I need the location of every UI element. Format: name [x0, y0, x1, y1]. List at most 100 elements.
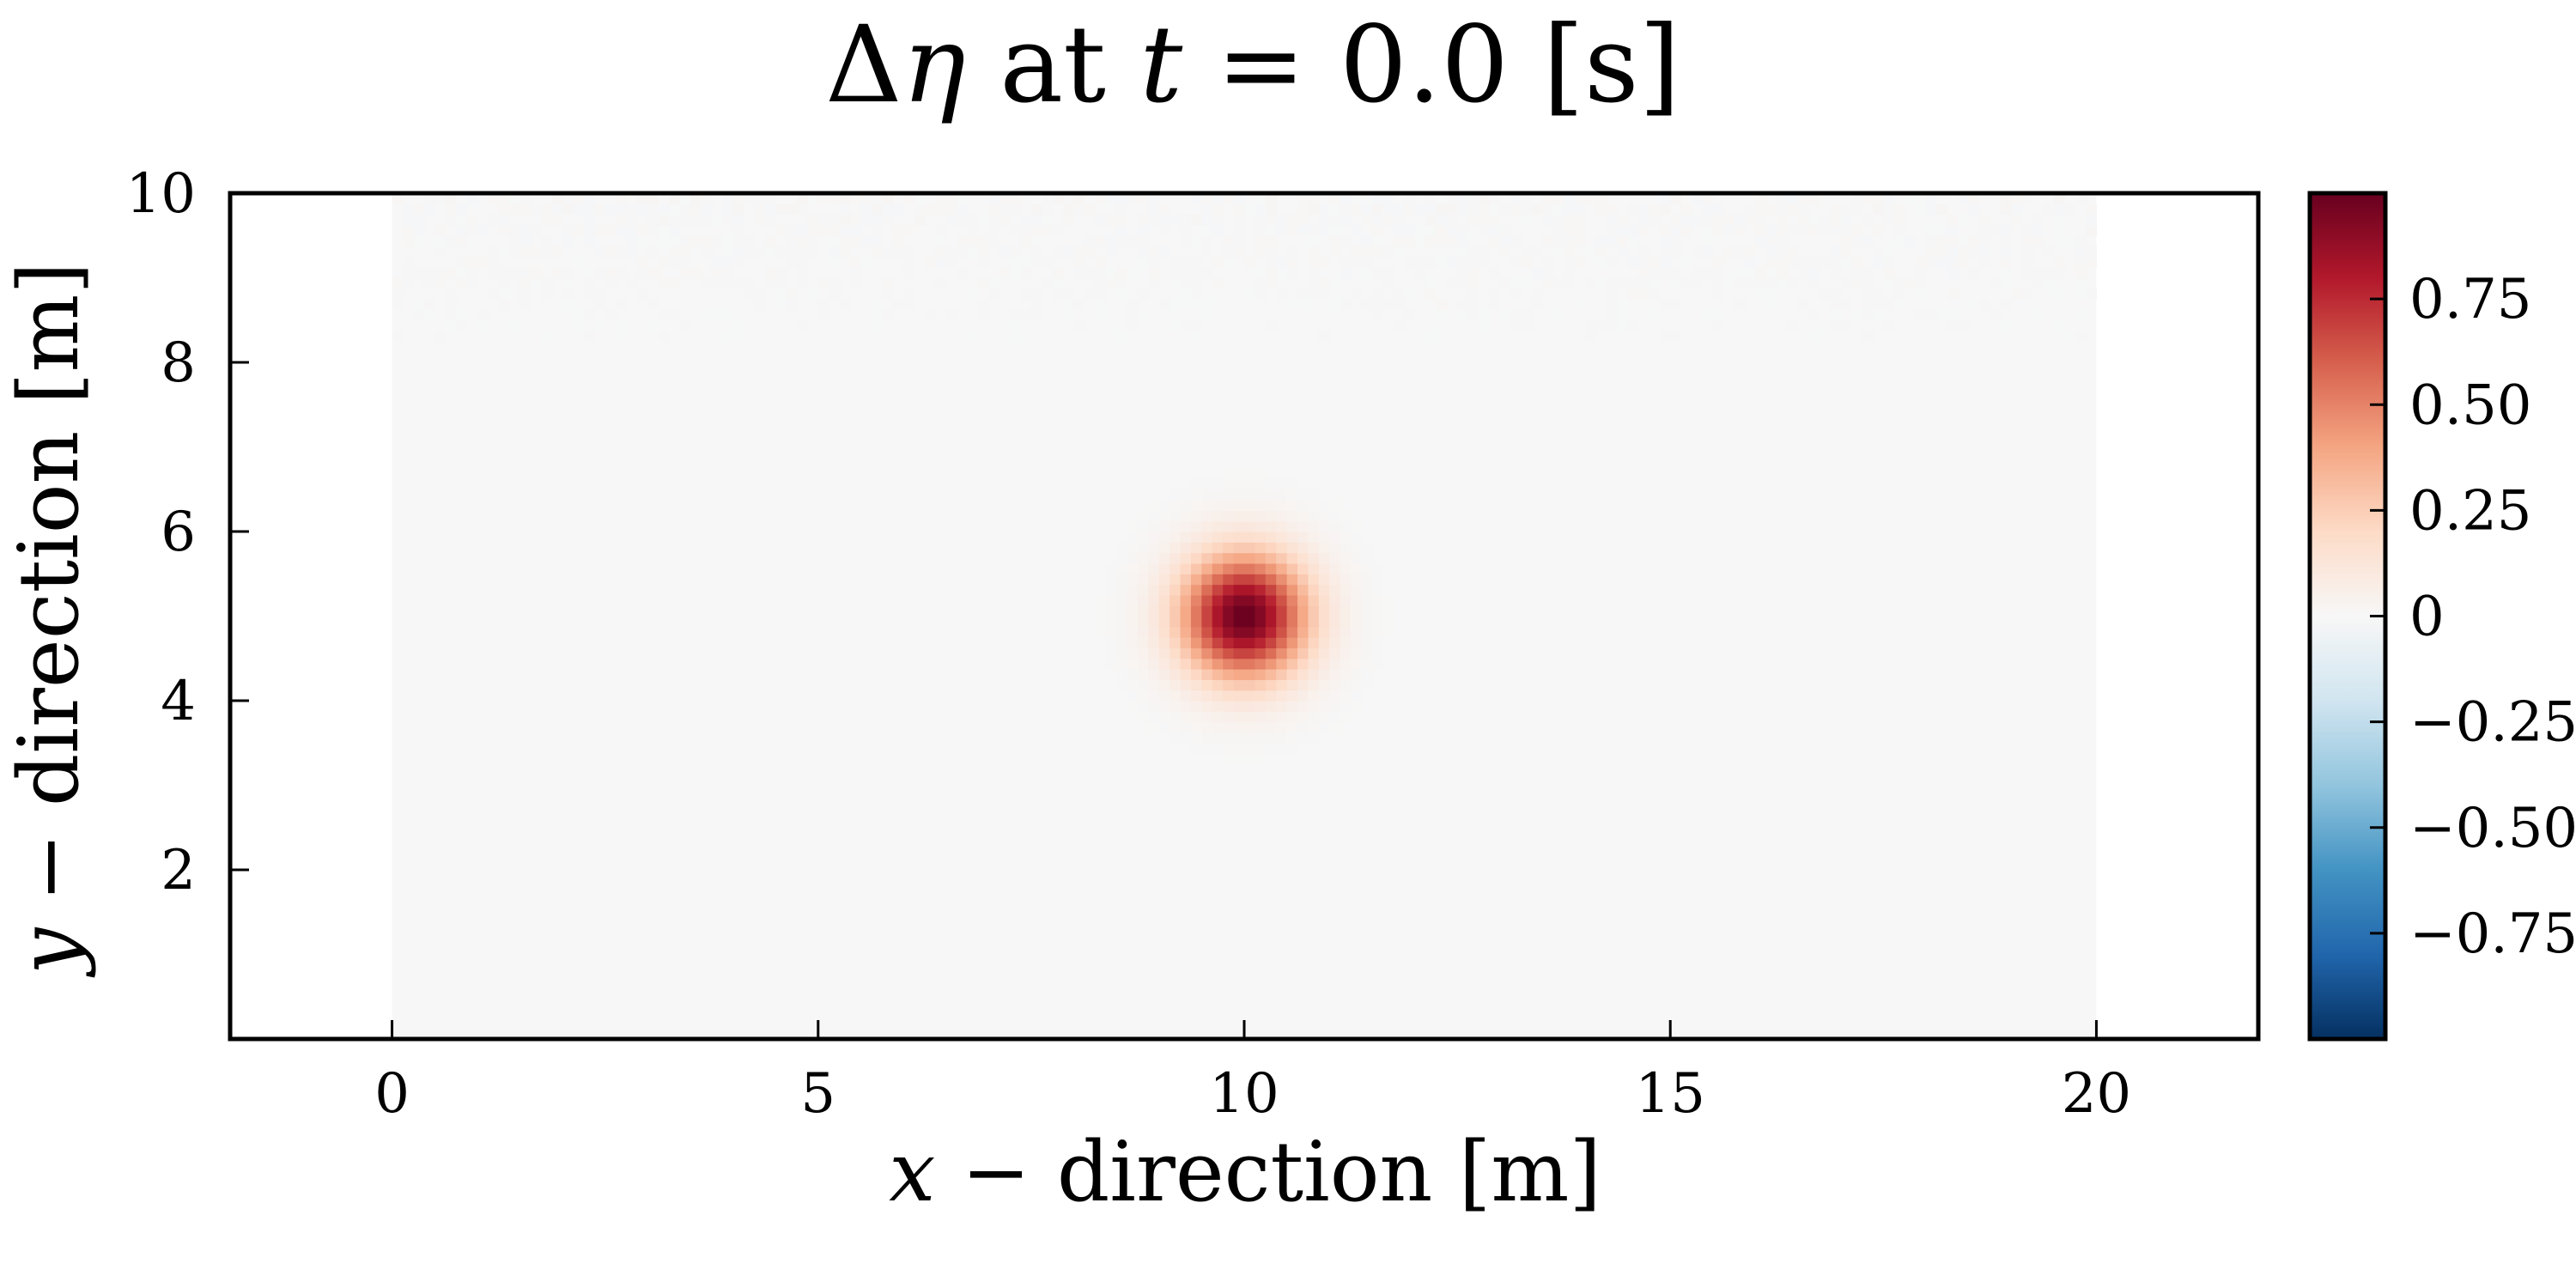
heatmap-cell [498, 299, 510, 311]
heatmap-cell [551, 246, 563, 258]
y-axis-label: y − direction [m] [1, 262, 97, 978]
heatmap-cell [977, 246, 989, 258]
heatmap-cell [1223, 562, 1235, 574]
heatmap-cell [1158, 690, 1170, 702]
heatmap-cell [732, 214, 744, 226]
heatmap-cell [1127, 669, 1139, 680]
heatmap-cell [1137, 552, 1149, 564]
heatmap-cell [1478, 256, 1490, 268]
heatmap-cell [1499, 235, 1511, 247]
heatmap-cell [2000, 267, 2012, 279]
heatmap-cell [1137, 193, 1149, 204]
heatmap-cell [892, 246, 904, 258]
heatmap-cell [1223, 711, 1235, 723]
heatmap-cell [658, 277, 670, 289]
heatmap-cell [1329, 542, 1341, 554]
heatmap-cell [573, 256, 585, 268]
heatmap-cell [1808, 214, 1820, 226]
heatmap-cell [1265, 711, 1277, 723]
heatmap-cell [690, 204, 702, 216]
heatmap-cell [1659, 299, 1671, 311]
heatmap-cell [1351, 616, 1363, 628]
heatmap-cell [541, 246, 553, 258]
heatmap-cell [1255, 637, 1267, 649]
heatmap-cell [636, 288, 648, 300]
heatmap-cell [1692, 277, 1704, 289]
heatmap-cell [690, 193, 702, 204]
heatmap-cell [1361, 299, 1373, 311]
heatmap-cell [1297, 542, 1309, 554]
heatmap-cell [711, 256, 723, 268]
heatmap-cell [1265, 542, 1277, 554]
heatmap-cell [1244, 532, 1256, 543]
heatmap-cell [1340, 605, 1352, 617]
heatmap-cell [1542, 193, 1554, 204]
heatmap-cell [1158, 246, 1170, 258]
heatmap-cell [1777, 235, 1789, 247]
heatmap-cell [1968, 193, 1980, 204]
heatmap-cell [1180, 277, 1192, 289]
heatmap-cell [488, 193, 500, 204]
heatmap-cell [605, 309, 617, 321]
heatmap-cell [1638, 288, 1650, 300]
heatmap-cell [1361, 562, 1373, 574]
heatmap-cell [1212, 605, 1224, 617]
y-axis-label-rest: − direction [m] [1, 262, 97, 927]
heatmap-cell [1467, 288, 1479, 300]
heatmap-cell [1073, 267, 1085, 279]
heatmap-cell [1552, 193, 1564, 204]
heatmap-cell [1308, 532, 1320, 543]
heatmap-cell [1393, 246, 1405, 258]
heatmap-cell [722, 331, 734, 342]
heatmap-cell [1680, 256, 1692, 268]
heatmap-cell [1893, 224, 1905, 236]
heatmap-cell [1148, 679, 1160, 691]
heatmap-cell [1478, 246, 1490, 258]
heatmap-cell [1755, 267, 1767, 279]
heatmap-cell [1584, 331, 1596, 342]
heatmap-cell [1223, 669, 1235, 680]
heatmap-cell [1265, 594, 1277, 606]
heatmap-cell [434, 331, 447, 342]
heatmap-cell [1510, 288, 1522, 300]
heatmap-cell [743, 193, 755, 204]
heatmap-cell [434, 277, 447, 289]
heatmap-cell [1170, 574, 1182, 586]
heatmap-cell [445, 204, 457, 216]
heatmap-cell [1371, 637, 1383, 649]
heatmap-cell [1052, 224, 1064, 236]
heatmap-cell [1010, 193, 1022, 204]
heatmap-cell [2086, 204, 2098, 216]
heatmap-cell [1158, 204, 1170, 216]
heatmap-cell [423, 277, 435, 289]
heatmap-cell [1382, 605, 1394, 617]
heatmap-cell [754, 193, 766, 204]
heatmap-cell [1255, 658, 1267, 670]
heatmap-cell [850, 224, 862, 236]
heatmap-cell [850, 193, 862, 204]
heatmap-cell [1521, 204, 1533, 216]
heatmap-cell [722, 214, 734, 226]
heatmap-cell [1127, 679, 1139, 691]
heatmap-cell [1137, 235, 1149, 247]
heatmap-cell [1521, 319, 1533, 331]
heatmap-cell [1170, 510, 1182, 522]
heatmap-cell [807, 224, 819, 236]
heatmap-cell [839, 214, 851, 226]
heatmap-cell [1073, 204, 1085, 216]
heatmap-cell [1297, 552, 1309, 564]
heatmap-cell [1148, 637, 1160, 649]
heatmap-cell [2011, 204, 2023, 216]
heatmap-cell [1095, 267, 1107, 279]
heatmap-cell [1244, 542, 1256, 554]
heatmap-cell [1170, 267, 1182, 279]
heatmap-cell [786, 288, 798, 300]
heatmap-cell [1308, 594, 1320, 606]
heatmap-cell [829, 214, 841, 226]
heatmap-cell [1297, 520, 1309, 532]
heatmap-cell [1233, 489, 1245, 501]
heatmap-cell [679, 319, 691, 331]
heatmap-cell [1968, 267, 1980, 279]
heatmap-cell [1265, 626, 1277, 638]
heatmap-cell [1212, 214, 1224, 226]
